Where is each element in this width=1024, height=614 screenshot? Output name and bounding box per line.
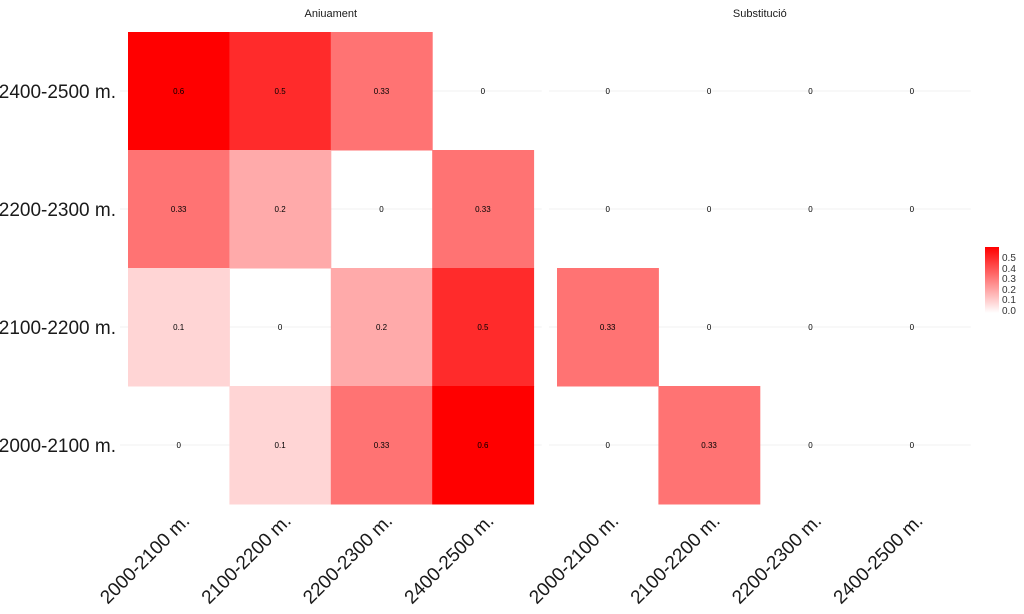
cell-value-label: 0.33 <box>600 323 616 332</box>
legend-tick: 0.0 <box>1002 306 1016 317</box>
cell-value-label: 0.5 <box>477 323 489 332</box>
cell-value-label: 0 <box>910 87 915 96</box>
cell-value-label: 0 <box>707 323 712 332</box>
y-tick-label: 2200-2300 m. <box>0 200 116 221</box>
heatmap-tile <box>229 150 332 269</box>
cell-value-label: 0 <box>808 205 813 214</box>
heatmap-tile <box>330 268 433 387</box>
cell-value-label: 0 <box>910 441 915 450</box>
x-tick-label: 2000-2100 m. <box>96 511 194 609</box>
cell-value-label: 0 <box>808 87 813 96</box>
cell-value-label: 0 <box>379 205 384 214</box>
y-tick-label: 2100-2200 m. <box>0 318 116 339</box>
legend-tick: 0.3 <box>1002 274 1016 285</box>
cell-value-label: 0.33 <box>374 87 390 96</box>
x-tick-label: 2100-2200 m. <box>198 511 296 609</box>
heatmap-tile <box>330 386 433 505</box>
cell-value-label: 0.33 <box>475 205 491 214</box>
cell-value-label: 0 <box>808 441 813 450</box>
x-tick-label: 2400-2500 m. <box>401 511 499 609</box>
cell-value-label: 0.2 <box>376 323 388 332</box>
x-axis: 2000-2100 m. 2100-2200 m. 2200-2300 m. 2400… <box>96 511 927 609</box>
y-tick-label: 2000-2100 m. <box>0 436 116 457</box>
x-tick-label: 2200-2300 m. <box>728 511 826 609</box>
legend-tick: 0.2 <box>1002 285 1016 296</box>
cell-value-label: 0.2 <box>275 205 287 214</box>
facet-title: Aniuament <box>305 8 358 20</box>
heatmap-tile <box>330 32 433 151</box>
cell-value-label: 0 <box>176 441 181 450</box>
heatmap-tile <box>229 32 332 151</box>
y-tick-label: 2400-2500 m. <box>0 82 116 103</box>
x-tick-label: 2400-2500 m. <box>830 511 928 609</box>
heatmap-tile <box>658 386 761 505</box>
heatmap-tile <box>128 268 230 387</box>
cell-value-label: 0.33 <box>701 441 717 450</box>
cell-value-label: 0.1 <box>275 441 287 450</box>
heatmap-tile <box>128 150 230 269</box>
cell-value-label: 0.6 <box>477 441 489 450</box>
cell-value-label: 0 <box>278 323 283 332</box>
legend-tick: 0.4 <box>1002 264 1016 275</box>
legend-tick: 0.5 <box>1002 253 1016 264</box>
heatmap-tile <box>432 386 535 505</box>
heatmap-tile <box>432 150 535 269</box>
cell-value-label: 0.1 <box>173 323 185 332</box>
cell-labels: 0.6 0.5 0.33 0 0.33 0.2 0 0.33 0.1 0 0.2 0.5 0 0.1 0.3… <box>171 87 915 450</box>
heatmap-tile <box>229 386 332 505</box>
x-tick-label: 2000-2100 m. <box>525 511 623 609</box>
cell-value-label: 0.6 <box>173 87 185 96</box>
x-tick-label: 2200-2300 m. <box>299 511 397 609</box>
cell-value-label: 0 <box>605 441 610 450</box>
cell-value-label: 0 <box>808 323 813 332</box>
cell-value-label: 0.5 <box>275 87 287 96</box>
heatmap-tile <box>432 268 535 387</box>
cell-value-label: 0.33 <box>171 205 187 214</box>
cell-value-label: 0 <box>605 87 610 96</box>
cell-value-label: 0 <box>605 205 610 214</box>
x-tick-label: 2100-2200 m. <box>627 511 725 609</box>
heatmap-tiles <box>128 32 761 505</box>
cell-value-label: 0 <box>707 205 712 214</box>
cell-value-label: 0 <box>910 205 915 214</box>
legend-tick: 0.1 <box>1002 295 1016 306</box>
cell-value-label: 0 <box>481 87 486 96</box>
cell-value-label: 0.33 <box>374 441 390 450</box>
facet-title: Substitució <box>733 8 787 20</box>
facet-titles: Aniuament Substitució <box>305 8 787 20</box>
cell-value-label: 0 <box>707 87 712 96</box>
legend-colorbar <box>985 247 999 313</box>
cell-value-label: 0 <box>910 323 915 332</box>
color-legend: 0.5 0.4 0.3 0.2 0.1 0.0 <box>985 247 1016 317</box>
heatmap-tile <box>557 268 659 387</box>
heatmap-tile <box>128 32 230 151</box>
y-axis: 2400-2500 m. 2200-2300 m. 2100-2200 m. 2000… <box>0 82 116 457</box>
